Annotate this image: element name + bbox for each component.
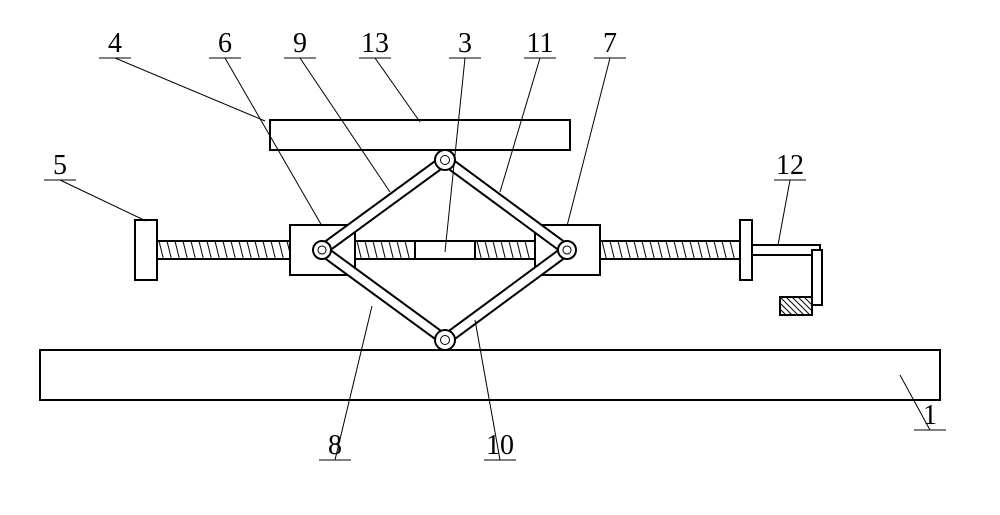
callout-label: 8 [328,430,342,461]
pivot-left [313,241,331,259]
pivot-top [435,150,455,170]
leader-line [115,58,265,121]
callout-label: 3 [458,28,472,59]
leader-line [778,180,790,245]
callout-label: 12 [776,150,804,181]
leader-line [567,58,610,226]
top-plate [270,120,570,150]
callout-label: 13 [361,28,389,59]
callout-label: 5 [53,150,67,181]
callout-label: 11 [527,28,554,59]
callout-label: 1 [923,400,937,431]
arm-lower-left [322,250,445,340]
pivot-right [558,241,576,259]
arm-lower-right [445,250,567,340]
callout-label: 6 [218,28,232,59]
crank-arm [812,250,822,305]
callout-label: 9 [293,28,307,59]
leader-line [225,58,322,226]
pivot-bottom [435,330,455,350]
callout-label: 7 [603,28,617,59]
crank-shaft [752,245,820,255]
leader-line [60,180,146,221]
leader-line [500,58,540,192]
arm-upper-left [322,160,445,250]
callout-label: 10 [486,430,514,461]
left-end-disc [135,220,157,280]
leader-line [375,58,420,122]
leader-line [300,58,390,192]
callout-label: 4 [108,28,122,59]
right-bearing-disc [740,220,752,280]
base-plate [40,350,940,400]
